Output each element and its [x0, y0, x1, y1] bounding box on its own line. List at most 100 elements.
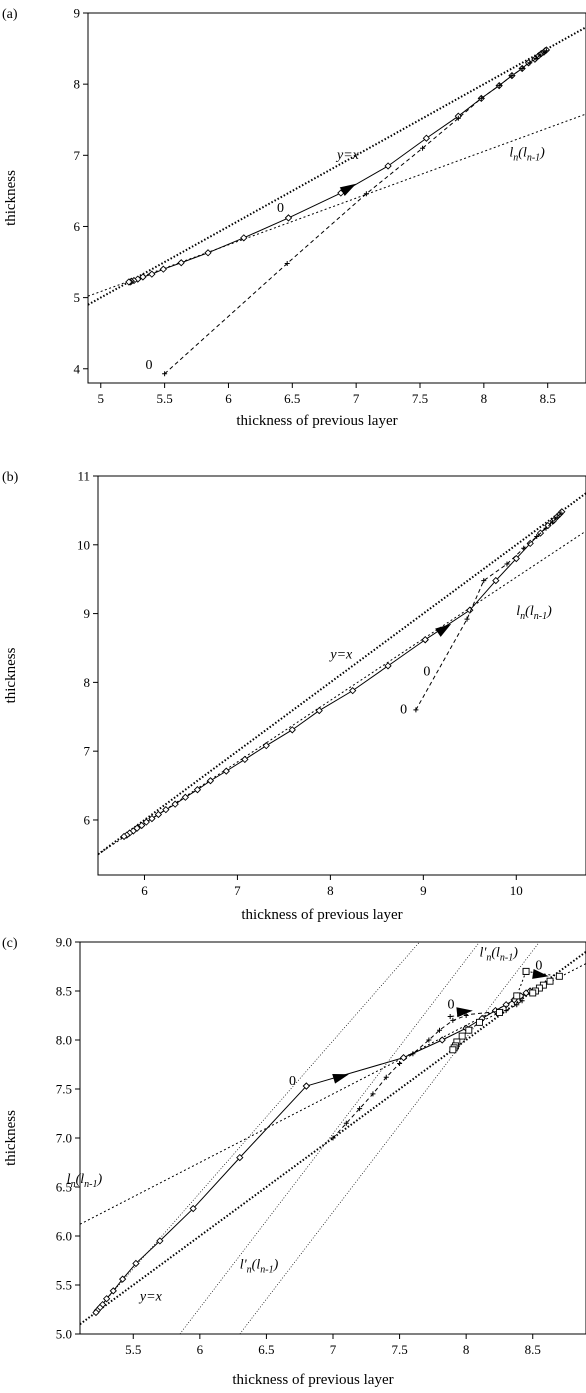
reference-line — [88, 113, 586, 297]
series-line — [288, 49, 547, 219]
data-point-diamond — [142, 818, 150, 826]
data-point-diamond — [154, 810, 163, 819]
data-point-diamond — [284, 214, 293, 222]
data-point-plus — [519, 998, 525, 1004]
data-point-diamond — [222, 767, 230, 775]
y-tick-label: 8.0 — [56, 1033, 72, 1048]
data-point-plus — [464, 616, 470, 622]
data-point-diamond — [138, 821, 146, 830]
data-point-diamond — [236, 1153, 244, 1162]
data-point-diamond — [384, 162, 392, 170]
data-point-diamond — [162, 806, 170, 814]
y-axis-label: thickness — [3, 1110, 19, 1166]
data-point-diamond — [156, 1237, 164, 1245]
data-point-plus — [521, 545, 527, 551]
data-point-diamond — [492, 576, 500, 585]
data-point-diamond — [315, 706, 323, 715]
data-point-diamond — [438, 1036, 446, 1044]
data-point-square — [458, 1032, 466, 1040]
y-tick-label: 11 — [77, 469, 90, 484]
x-tick-label: 7 — [353, 391, 360, 406]
data-point-square — [495, 1009, 503, 1017]
data-point-square — [529, 989, 537, 997]
data-point-plus — [284, 260, 290, 266]
start-label: 0 — [423, 665, 430, 680]
y-tick-label: 10 — [77, 537, 90, 552]
data-point-diamond — [189, 1204, 197, 1213]
data-point-plus — [514, 1002, 520, 1008]
data-point-plus — [550, 519, 556, 525]
data-point-diamond — [288, 726, 296, 734]
data-point-plus — [330, 1135, 336, 1141]
y-tick-label: 7 — [74, 148, 81, 163]
data-point-plus — [343, 1120, 349, 1126]
data-point-plus — [534, 534, 540, 540]
reference-line — [98, 530, 586, 855]
data-point-diamond — [302, 1082, 311, 1090]
series-line — [332, 1015, 467, 1139]
reference-line — [179, 942, 480, 1334]
data-point-diamond — [102, 1295, 111, 1303]
data-point-plus — [537, 52, 543, 58]
data-point-plus — [410, 1051, 416, 1057]
y-tick-label: 8.5 — [56, 984, 72, 999]
data-point-plus — [519, 66, 525, 71]
x-tick-label: 8 — [463, 1342, 470, 1357]
data-point-plus — [543, 48, 549, 54]
x-tick-label: 6 — [197, 1342, 204, 1357]
y-tick-label: 9 — [84, 606, 91, 621]
y-tick-label: 7.5 — [56, 1082, 72, 1097]
panel-label: (b) — [2, 470, 19, 485]
y-tick-label: 5.0 — [56, 1327, 72, 1342]
data-point-diamond — [177, 259, 185, 267]
x-axis-label: thickness of previous layer — [232, 1372, 393, 1388]
data-point-diamond — [204, 249, 212, 257]
data-point-plus — [437, 1027, 443, 1033]
data-point-diamond — [526, 539, 534, 548]
plot-frame — [97, 475, 586, 876]
data-point-diamond — [148, 270, 156, 278]
data-point-square — [476, 1018, 483, 1026]
data-point-diamond — [422, 134, 431, 142]
data-point-plus — [397, 1061, 403, 1067]
x-axis-label: thickness of previous layer — [236, 413, 397, 429]
data-point-diamond — [181, 793, 190, 801]
start-label: 0 — [145, 358, 152, 373]
series-line — [95, 1085, 307, 1313]
data-point-diamond — [384, 662, 392, 670]
data-point-diamond — [193, 786, 202, 794]
y-tick-label: 6 — [84, 812, 91, 827]
series-line — [164, 50, 547, 375]
panel-label: (c) — [2, 936, 18, 951]
x-tick-label: 8 — [327, 883, 334, 898]
x-tick-label: 5 — [98, 391, 105, 406]
data-point-diamond — [421, 636, 429, 644]
start-label: 0 — [535, 958, 542, 973]
y-tick-label: 8 — [84, 675, 91, 690]
data-point-diamond — [120, 832, 128, 841]
curve-label: l'n(ln-1) — [240, 1257, 279, 1275]
data-point-plus — [162, 371, 168, 377]
data-point-plus — [554, 514, 560, 520]
data-point-diamond — [125, 278, 133, 286]
data-point-plus — [504, 561, 510, 567]
data-point-square — [522, 967, 530, 975]
x-tick-label: 7.5 — [412, 391, 428, 406]
data-point-plus — [426, 1037, 432, 1043]
panel-label: (a) — [2, 7, 18, 22]
x-tick-label: 6.5 — [284, 391, 300, 406]
data-point-diamond — [132, 1259, 140, 1268]
data-point-plus — [383, 1074, 389, 1080]
series-line — [415, 512, 562, 711]
data-point-plus — [450, 1017, 456, 1023]
data-point-plus — [370, 1091, 376, 1097]
data-point-diamond — [206, 777, 215, 785]
x-tick-label: 5.5 — [156, 391, 172, 406]
x-tick-label: 5.5 — [125, 1342, 141, 1357]
data-point-square — [513, 992, 521, 1000]
y-tick-label: 6 — [74, 219, 81, 234]
y-tick-label: 5.5 — [56, 1278, 72, 1293]
y-tick-label: 4 — [74, 361, 81, 376]
data-point-plus — [357, 1106, 363, 1112]
